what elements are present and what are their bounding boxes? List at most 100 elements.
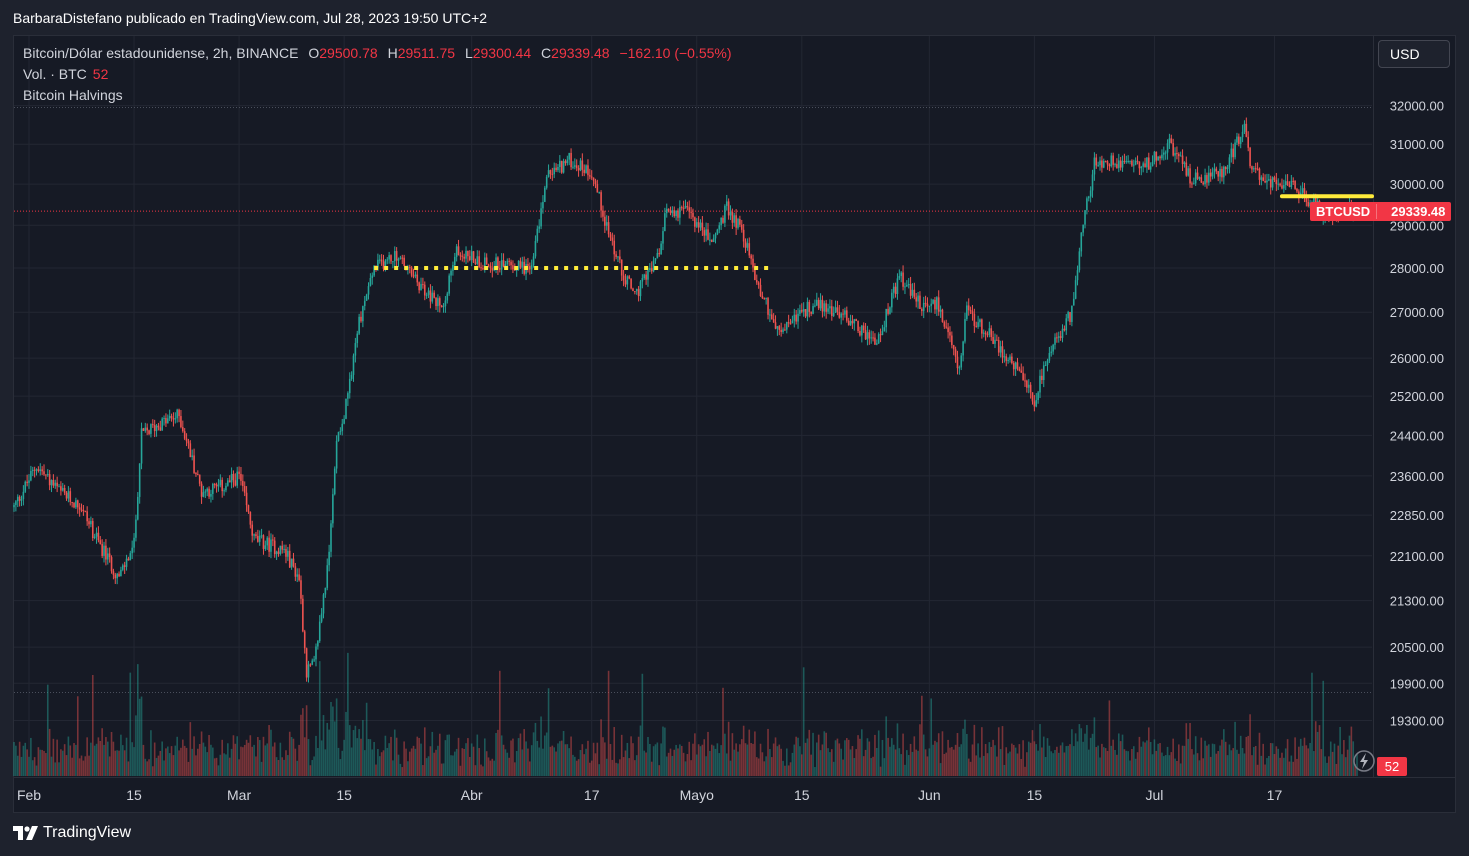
time-tick-label: Abr — [461, 787, 483, 803]
volume-bar — [660, 743, 662, 776]
candle-body — [613, 240, 616, 255]
candle-body — [846, 310, 848, 321]
candle-body — [397, 258, 400, 261]
volume-bar — [881, 739, 884, 776]
candle-body — [1108, 164, 1111, 167]
volume-bar — [1209, 756, 1212, 776]
currency-button[interactable]: USD — [1378, 40, 1450, 68]
volume-bar — [1029, 742, 1032, 776]
volume-bar — [26, 749, 28, 776]
volume-bar — [161, 741, 163, 776]
volume-bar — [1149, 741, 1152, 776]
candle-body — [529, 266, 531, 270]
candle-body — [1031, 392, 1034, 402]
candle-body — [724, 205, 726, 223]
volume-bar — [795, 736, 797, 776]
candle-body — [960, 355, 963, 368]
time-tick-label: Mar — [227, 787, 251, 803]
volume-bar — [1200, 737, 1203, 776]
candle-body — [73, 502, 75, 508]
volume-bar — [838, 743, 841, 776]
volume-bar — [213, 758, 216, 776]
tradingview-logo[interactable]: TradingView — [13, 824, 131, 842]
candle-body — [315, 646, 317, 660]
candle-body — [641, 278, 644, 282]
candle-body — [446, 293, 449, 301]
candle-body — [91, 521, 94, 539]
volume-bar — [28, 756, 30, 776]
volume-bar — [416, 736, 419, 776]
candle-body — [988, 328, 991, 335]
candle-body — [279, 545, 282, 554]
candle-body — [330, 523, 332, 552]
candle-body — [750, 255, 752, 259]
legend-volume[interactable]: Vol. · BTC 52 — [23, 66, 108, 82]
volume-bar — [831, 749, 833, 776]
candle-body — [692, 212, 694, 218]
candle-body — [1189, 168, 1191, 184]
volume-bar — [35, 765, 38, 776]
legend-indicator[interactable]: Bitcoin Halvings — [23, 87, 123, 103]
volume-bar — [414, 748, 417, 776]
volume-bar — [82, 760, 85, 776]
candle-body — [962, 341, 964, 356]
candle-body — [891, 292, 893, 308]
candle-body — [30, 470, 32, 481]
volume-bar — [198, 744, 201, 776]
candle-body — [20, 499, 23, 501]
volume-bar — [380, 752, 383, 776]
candle-body — [862, 325, 865, 331]
volume-bar — [371, 749, 374, 776]
candle-body — [694, 217, 696, 227]
candle-body — [200, 483, 203, 497]
candle-body — [874, 337, 876, 345]
volume-bar — [598, 764, 601, 776]
candle-body — [236, 471, 239, 486]
volume-bar — [116, 750, 118, 776]
volume-bar — [472, 746, 475, 776]
candle-body — [287, 550, 289, 557]
volume-bar — [1234, 721, 1236, 776]
volume-bar — [1329, 741, 1332, 776]
candle-body — [1140, 166, 1143, 169]
volume-bar — [270, 729, 272, 776]
candle-body — [1072, 298, 1075, 306]
candle-body — [784, 329, 786, 331]
candle-body — [883, 327, 886, 332]
candle-body — [1313, 198, 1315, 203]
candle-body — [1132, 164, 1135, 166]
volume-bar — [483, 738, 486, 776]
volume-bar — [1072, 746, 1075, 776]
candle-body — [1078, 251, 1081, 271]
volume-bar — [652, 746, 655, 776]
volume-bar — [1014, 747, 1017, 776]
annotations[interactable] — [374, 194, 1374, 270]
volume-bar — [1221, 739, 1223, 776]
candle-body — [536, 228, 539, 242]
candle-body — [800, 310, 803, 312]
lightning-icon[interactable] — [1353, 750, 1375, 772]
price-tick-label: 31000.00 — [1390, 137, 1444, 152]
symbol-description[interactable]: Bitcoin/Dólar estadounidense, 2h, BINANC… — [23, 45, 299, 61]
candle-body — [986, 334, 989, 336]
candle-body — [1039, 375, 1041, 393]
candle-body — [812, 306, 814, 314]
candle-body — [587, 165, 589, 176]
volume-bar — [544, 735, 546, 776]
volume-bar — [1039, 724, 1041, 776]
volume-bar — [193, 736, 195, 776]
volume-bar — [1284, 748, 1287, 776]
candle-body — [264, 545, 267, 549]
candle-body — [258, 535, 261, 542]
volume-bar — [13, 741, 15, 776]
volume-bar — [686, 754, 689, 776]
candle-body — [1027, 384, 1030, 388]
candle-body — [393, 251, 396, 262]
volume-bar — [1288, 761, 1291, 776]
candle-body — [555, 167, 557, 171]
volume-bar — [1097, 745, 1099, 776]
volume-bar — [358, 729, 360, 776]
candle-body — [75, 500, 77, 508]
volume-bar — [1256, 764, 1259, 776]
